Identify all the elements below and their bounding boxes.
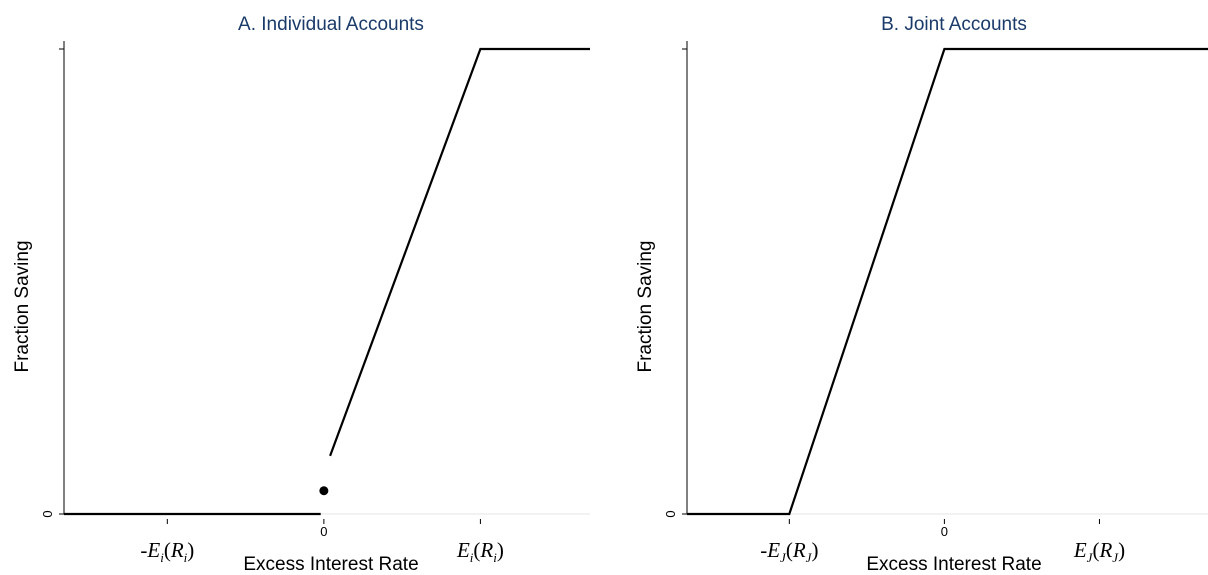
chart-title: A. Individual Accounts	[238, 14, 424, 35]
chart-panel-1: A. Individual Accounts 0 -Ei(Ri) 0 Ei(Ri) Exc…	[12, 14, 590, 575]
x-tick-label: -EJ(RJ)	[760, 538, 818, 565]
x-tick-label: Ei(Ri)	[456, 538, 504, 565]
series-line-1	[687, 47, 1208, 516]
x-axis-label: Excess Interest Rate	[866, 554, 1041, 575]
y-tick-label: 0	[663, 510, 678, 517]
data-point	[319, 486, 329, 496]
x-tick-label: 0	[941, 524, 948, 539]
x-tick-label: -Ei(Ri)	[140, 538, 194, 565]
y-tick-label: 0	[40, 510, 55, 517]
chart-title: B. Joint Accounts	[881, 14, 1027, 35]
y-axis-label: Fraction Saving	[635, 240, 656, 372]
x-tick-label: EJ(RJ)	[1073, 538, 1125, 565]
x-tick-label: 0	[320, 524, 327, 539]
chart-panel-2: B. Joint Accounts 0 -EJ(RJ) 0 EJ(RJ) Excess I…	[635, 14, 1208, 575]
y-axis-label: Fraction Saving	[12, 240, 33, 372]
series-line-2	[329, 47, 590, 457]
x-axis-label: Excess Interest Rate	[243, 554, 418, 575]
